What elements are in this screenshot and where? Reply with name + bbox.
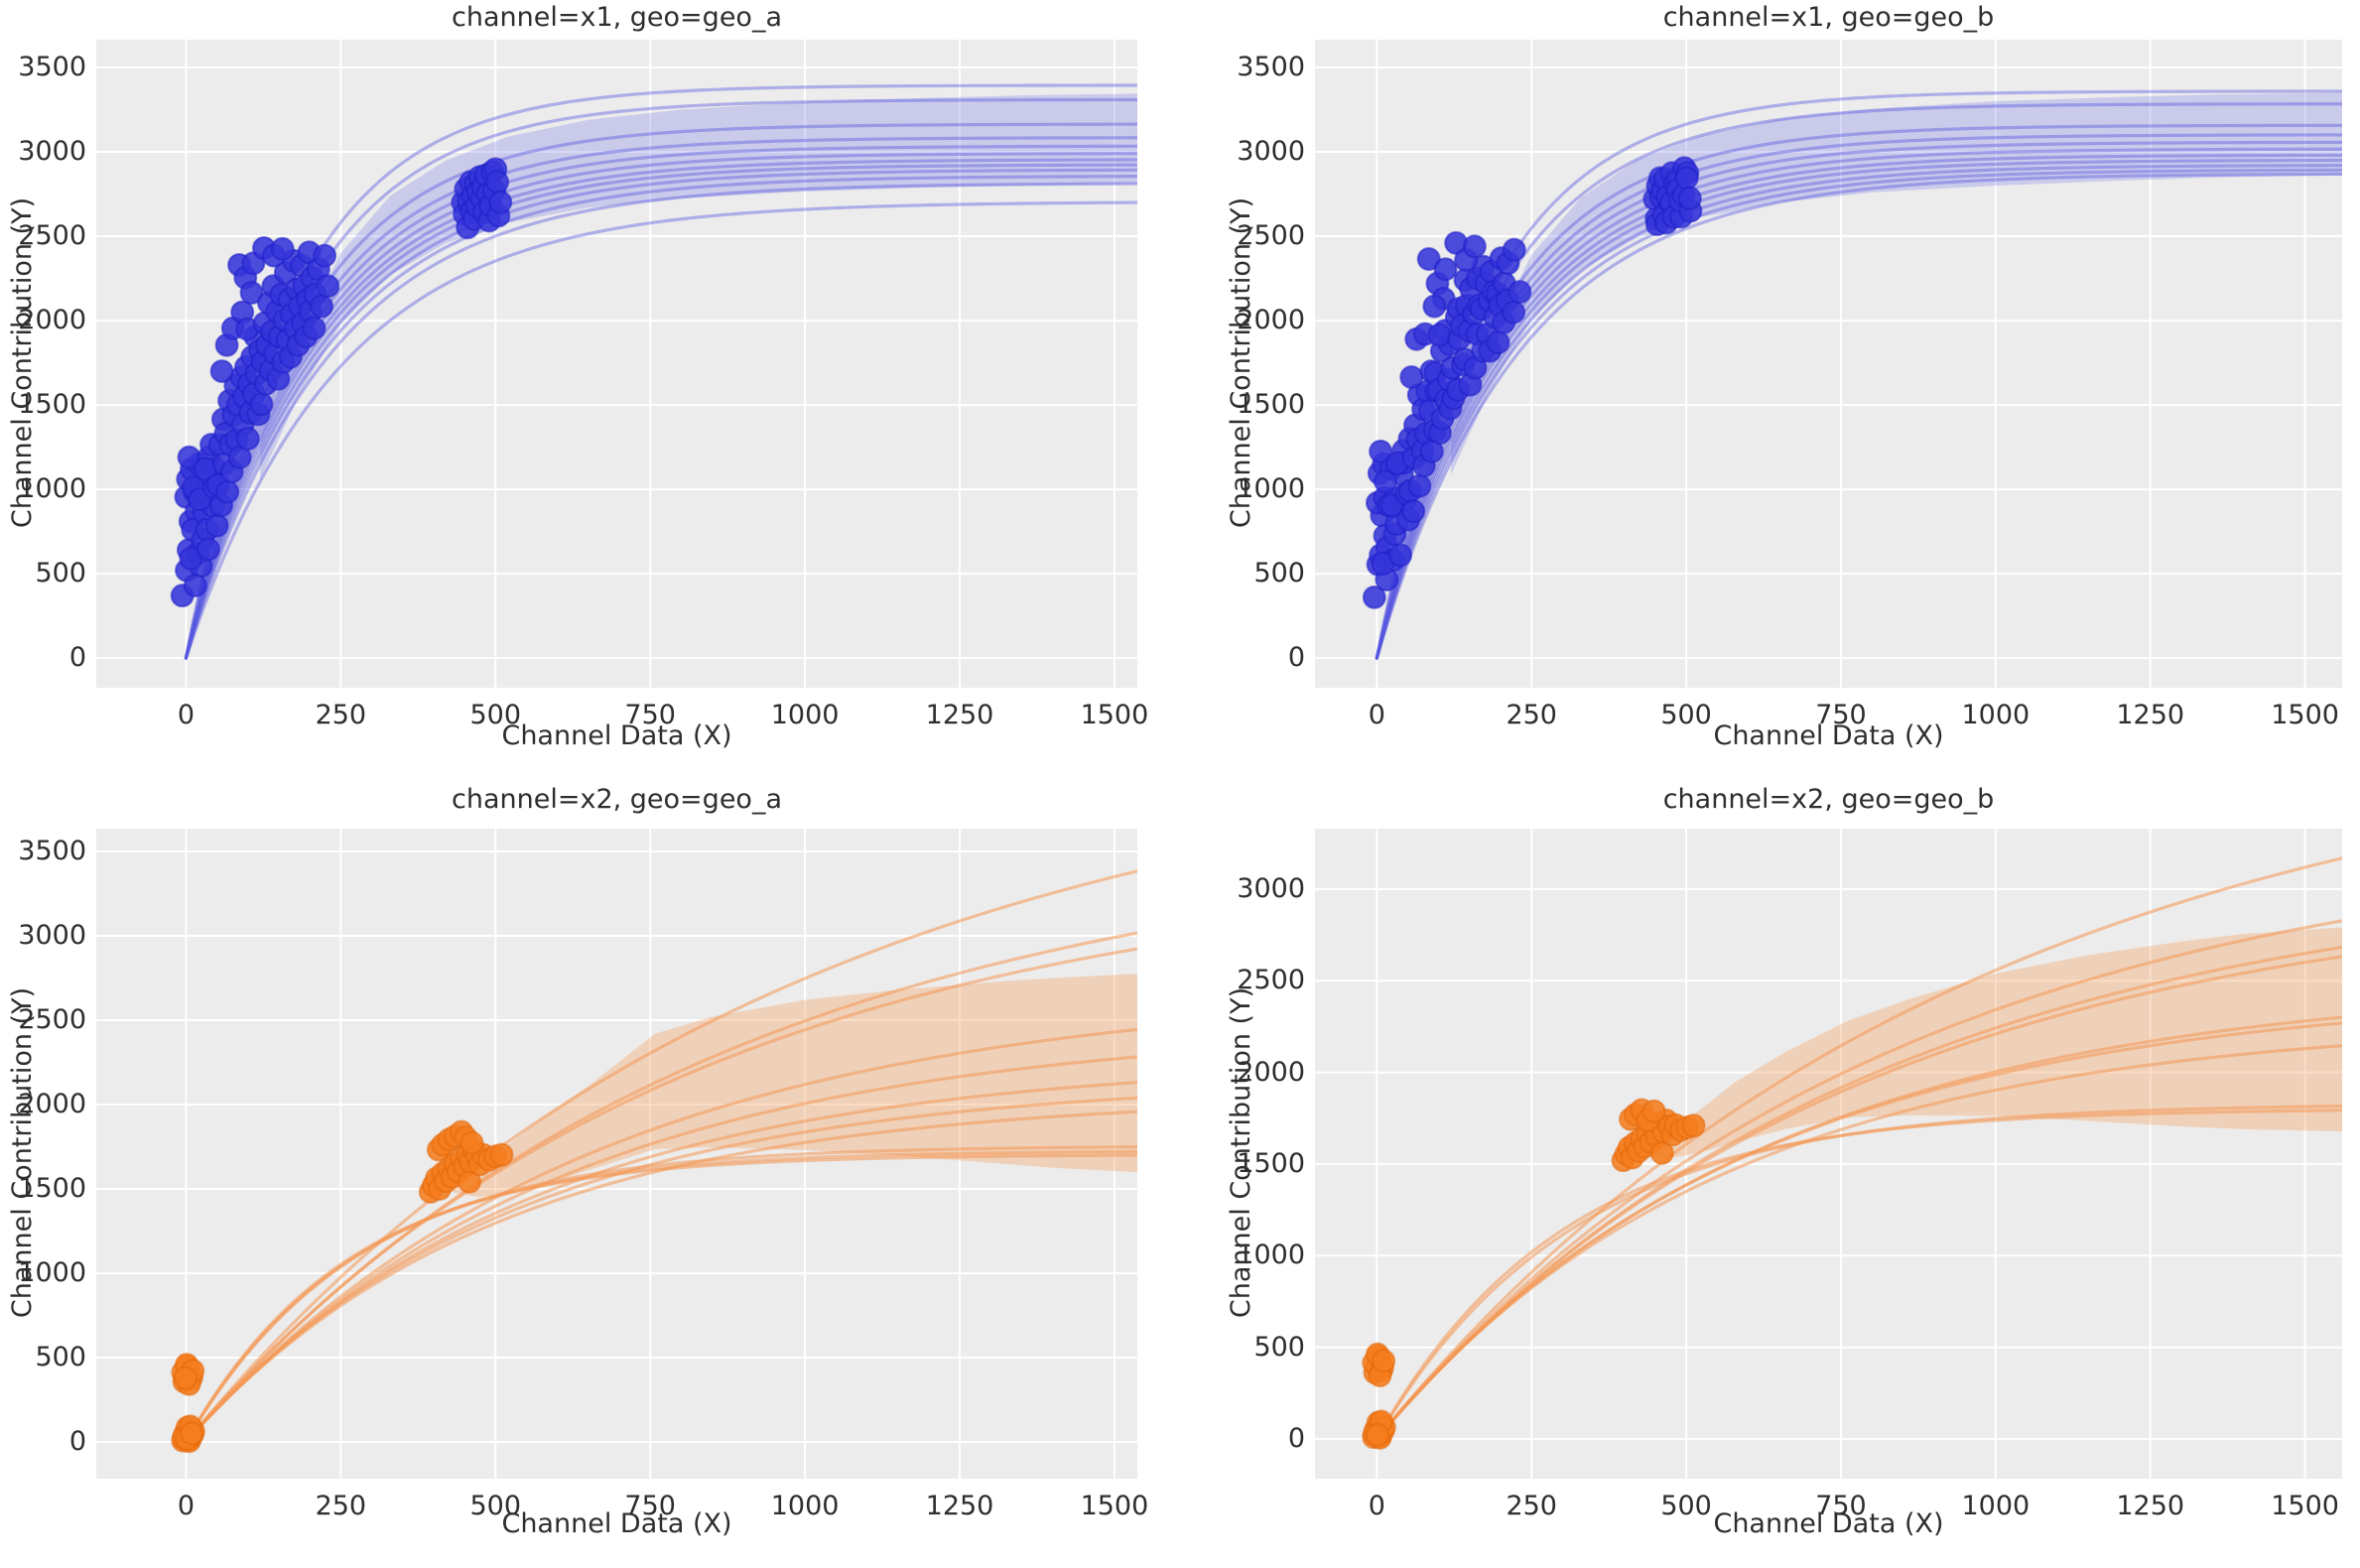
x-axis-label: Channel Data (X) bbox=[501, 720, 732, 751]
y-tick-label: 2500 bbox=[18, 220, 86, 252]
y-tick-label: 500 bbox=[1253, 1331, 1305, 1363]
y-tick-label: 3500 bbox=[1237, 52, 1305, 83]
plot-x2-geo-a bbox=[96, 829, 1137, 1479]
y-tick-label: 1000 bbox=[18, 1256, 86, 1288]
y-tick-label: 1000 bbox=[18, 473, 86, 505]
x-tick-label: 500 bbox=[1660, 1491, 1712, 1521]
x-tick-label: 250 bbox=[1506, 700, 1557, 730]
y-tick-label: 1500 bbox=[1237, 1147, 1305, 1179]
y-tick-label: 2500 bbox=[18, 1003, 86, 1035]
x-tick-label: 750 bbox=[1815, 700, 1867, 730]
y-tick-label: 0 bbox=[68, 642, 86, 674]
x-tick-label: 0 bbox=[177, 1491, 196, 1521]
x-tick-label: 1250 bbox=[925, 1491, 994, 1521]
y-tick-label: 2500 bbox=[1237, 965, 1305, 996]
x-tick-label: 0 bbox=[1368, 1491, 1385, 1521]
y-tick-label: 3000 bbox=[1237, 136, 1305, 168]
y-tick-label: 3500 bbox=[18, 52, 86, 83]
x-tick-label: 500 bbox=[1660, 700, 1712, 730]
plot-canvas-x2-geo-a bbox=[96, 829, 1137, 1479]
y-tick-label: 3000 bbox=[18, 136, 86, 168]
x-tick-label: 1500 bbox=[2271, 1491, 2339, 1521]
x-tick-label: 1250 bbox=[2116, 1491, 2185, 1521]
x-tick-label: 750 bbox=[624, 700, 676, 730]
y-tick-label: 1500 bbox=[18, 389, 86, 421]
y-tick-label: 1500 bbox=[1237, 389, 1305, 421]
y-tick-label: 1000 bbox=[1237, 473, 1305, 505]
plot-x1-geo-a bbox=[96, 40, 1137, 688]
x-tick-label: 1500 bbox=[1080, 700, 1149, 730]
x-tick-label: 1000 bbox=[770, 700, 840, 730]
x-tick-label: 0 bbox=[177, 700, 196, 730]
y-tick-label: 2000 bbox=[1237, 1056, 1305, 1088]
x-tick-label: 1250 bbox=[2116, 700, 2185, 730]
plot-canvas-x2-geo-b bbox=[1315, 829, 2342, 1479]
x-tick-label: 250 bbox=[1506, 1491, 1557, 1521]
plot-x2-geo-b bbox=[1315, 829, 2342, 1479]
x-tick-label: 500 bbox=[469, 700, 522, 730]
subplot-title-x2-geo-a: channel=x2, geo=geo_a bbox=[452, 784, 782, 815]
y-tick-label: 1500 bbox=[18, 1172, 86, 1204]
subplot-title-x1-geo-a: channel=x1, geo=geo_a bbox=[452, 2, 782, 33]
y-tick-label: 500 bbox=[1253, 558, 1305, 589]
y-tick-label: 2000 bbox=[1237, 305, 1305, 336]
y-tick-label: 3500 bbox=[18, 835, 86, 866]
x-axis-label: Channel Data (X) bbox=[501, 1508, 732, 1539]
x-tick-label: 1000 bbox=[770, 1491, 840, 1521]
subplot-title-x1-geo-b: channel=x1, geo=geo_b bbox=[1662, 2, 1995, 33]
plot-x1-geo-b bbox=[1315, 40, 2342, 688]
x-tick-label: 250 bbox=[315, 1491, 367, 1521]
y-tick-label: 0 bbox=[1287, 1422, 1305, 1454]
x-tick-label: 1250 bbox=[925, 700, 994, 730]
y-tick-label: 0 bbox=[1287, 642, 1305, 674]
y-tick-label: 2000 bbox=[18, 1088, 86, 1119]
x-tick-label: 500 bbox=[469, 1491, 522, 1521]
y-tick-label: 1000 bbox=[1237, 1240, 1305, 1271]
x-axis-label: Channel Data (X) bbox=[1713, 1508, 1944, 1539]
x-tick-label: 750 bbox=[624, 1491, 676, 1521]
y-tick-label: 3000 bbox=[18, 919, 86, 951]
x-tick-label: 250 bbox=[315, 700, 367, 730]
x-tick-label: 750 bbox=[1815, 1491, 1867, 1521]
y-tick-label: 500 bbox=[35, 558, 86, 589]
x-axis-label: Channel Data (X) bbox=[1713, 720, 1944, 751]
x-tick-label: 1000 bbox=[1961, 700, 2031, 730]
x-tick-label: 0 bbox=[1368, 700, 1385, 730]
y-tick-label: 2000 bbox=[18, 305, 86, 336]
x-tick-label: 1500 bbox=[1080, 1491, 1149, 1521]
plot-canvas-x1-geo-b bbox=[1315, 40, 2342, 688]
x-tick-label: 1500 bbox=[2271, 700, 2339, 730]
plot-canvas-x1-geo-a bbox=[96, 40, 1137, 688]
y-tick-label: 500 bbox=[35, 1341, 86, 1372]
y-tick-label: 2500 bbox=[1237, 220, 1305, 252]
y-tick-label: 3000 bbox=[1237, 872, 1305, 904]
subplot-title-x2-geo-b: channel=x2, geo=geo_b bbox=[1662, 784, 1995, 815]
x-tick-label: 1000 bbox=[1961, 1491, 2031, 1521]
y-tick-label: 0 bbox=[68, 1425, 86, 1457]
